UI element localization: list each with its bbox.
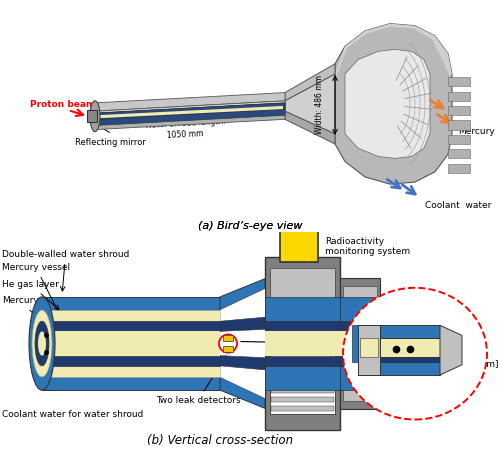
Ellipse shape [35,321,49,366]
Bar [223,335,233,342]
Bar [360,339,378,357]
Bar [42,331,220,356]
Polygon shape [440,325,462,375]
Text: (a) Bird’s-eye view: (a) Bird’s-eye view [198,222,302,232]
Text: (b) Vertical cross-section: (b) Vertical cross-section [147,434,293,447]
Polygon shape [95,111,285,130]
Bar [358,362,440,375]
Polygon shape [220,317,265,331]
Polygon shape [220,356,265,370]
Bar [358,357,440,362]
Text: Water shroud length:
1050 mm: Water shroud length: 1050 mm [144,117,226,141]
Polygon shape [285,111,335,144]
Bar [271,388,334,393]
Bar [265,321,340,331]
Bar [270,273,335,415]
Bar [42,310,220,321]
Bar [340,331,380,356]
Text: Coolant water for water shroud: Coolant water for water shroud [2,410,144,419]
Text: Width: 486 mm: Width: 486 mm [316,76,324,134]
Bar [358,325,440,339]
Bar [42,356,220,366]
Bar [87,110,97,122]
Text: Double-walled water shroud: Double-walled water shroud [2,250,130,291]
Ellipse shape [90,101,100,131]
Bar [358,339,440,357]
Text: [mm]: [mm] [474,359,498,368]
Bar [448,149,470,158]
Bar [42,366,220,377]
Text: Mercury: Mercury [458,127,495,136]
Bar [265,297,340,321]
Bar [448,106,470,115]
Bar [265,366,340,390]
Bar [340,356,380,366]
Bar [271,406,334,411]
Text: He gas layer: He gas layer [2,280,59,309]
Polygon shape [220,377,265,409]
Bar [448,135,470,144]
Text: 50: 50 [474,344,484,353]
Bar [340,321,380,331]
Bar [340,297,380,321]
Text: (a) Bird’s-eye view: (a) Bird’s-eye view [198,222,302,232]
Text: Coolant  water: Coolant water [425,201,492,210]
Bar [340,278,380,410]
Polygon shape [335,24,452,184]
Ellipse shape [38,331,46,356]
Ellipse shape [29,297,55,390]
Text: 5: 5 [444,354,449,363]
Bar [271,370,334,375]
Polygon shape [95,103,285,119]
Bar [448,91,470,101]
Polygon shape [97,106,283,118]
Ellipse shape [32,310,52,377]
Bar [448,163,470,173]
Bar [265,356,340,366]
Polygon shape [95,92,285,111]
Bar [271,397,334,402]
Text: Mercury: Mercury [2,297,59,339]
Polygon shape [285,64,335,101]
Bar [42,297,220,310]
Text: 55: 55 [394,387,404,396]
Bar [265,331,340,356]
Bar [343,286,377,401]
Bar [448,121,470,130]
Polygon shape [220,289,265,398]
Bar [280,230,318,263]
Text: Expanded view of
detectors: Expanded view of detectors [376,306,458,325]
Polygon shape [220,278,265,310]
Polygon shape [95,101,285,121]
Polygon shape [335,24,452,76]
Text: Reflecting mirror: Reflecting mirror [74,138,146,147]
Bar [340,366,380,390]
Bar [223,345,233,352]
Bar [271,379,334,384]
Text: Proton beams: Proton beams [30,101,101,109]
Polygon shape [345,50,430,158]
Bar [352,325,358,362]
Bar [358,325,380,375]
Polygon shape [95,109,285,126]
Polygon shape [285,74,335,134]
Polygon shape [95,103,285,119]
Bar [448,77,470,86]
Bar [42,321,220,331]
Text: Two leak detectors: Two leak detectors [156,356,240,405]
Text: Mercury vessel: Mercury vessel [2,263,70,316]
Bar [270,268,335,334]
Text: Radioactivity
monitoring system: Radioactivity monitoring system [325,237,410,256]
Ellipse shape [343,288,487,420]
Bar [42,377,220,390]
Bar [265,258,340,430]
